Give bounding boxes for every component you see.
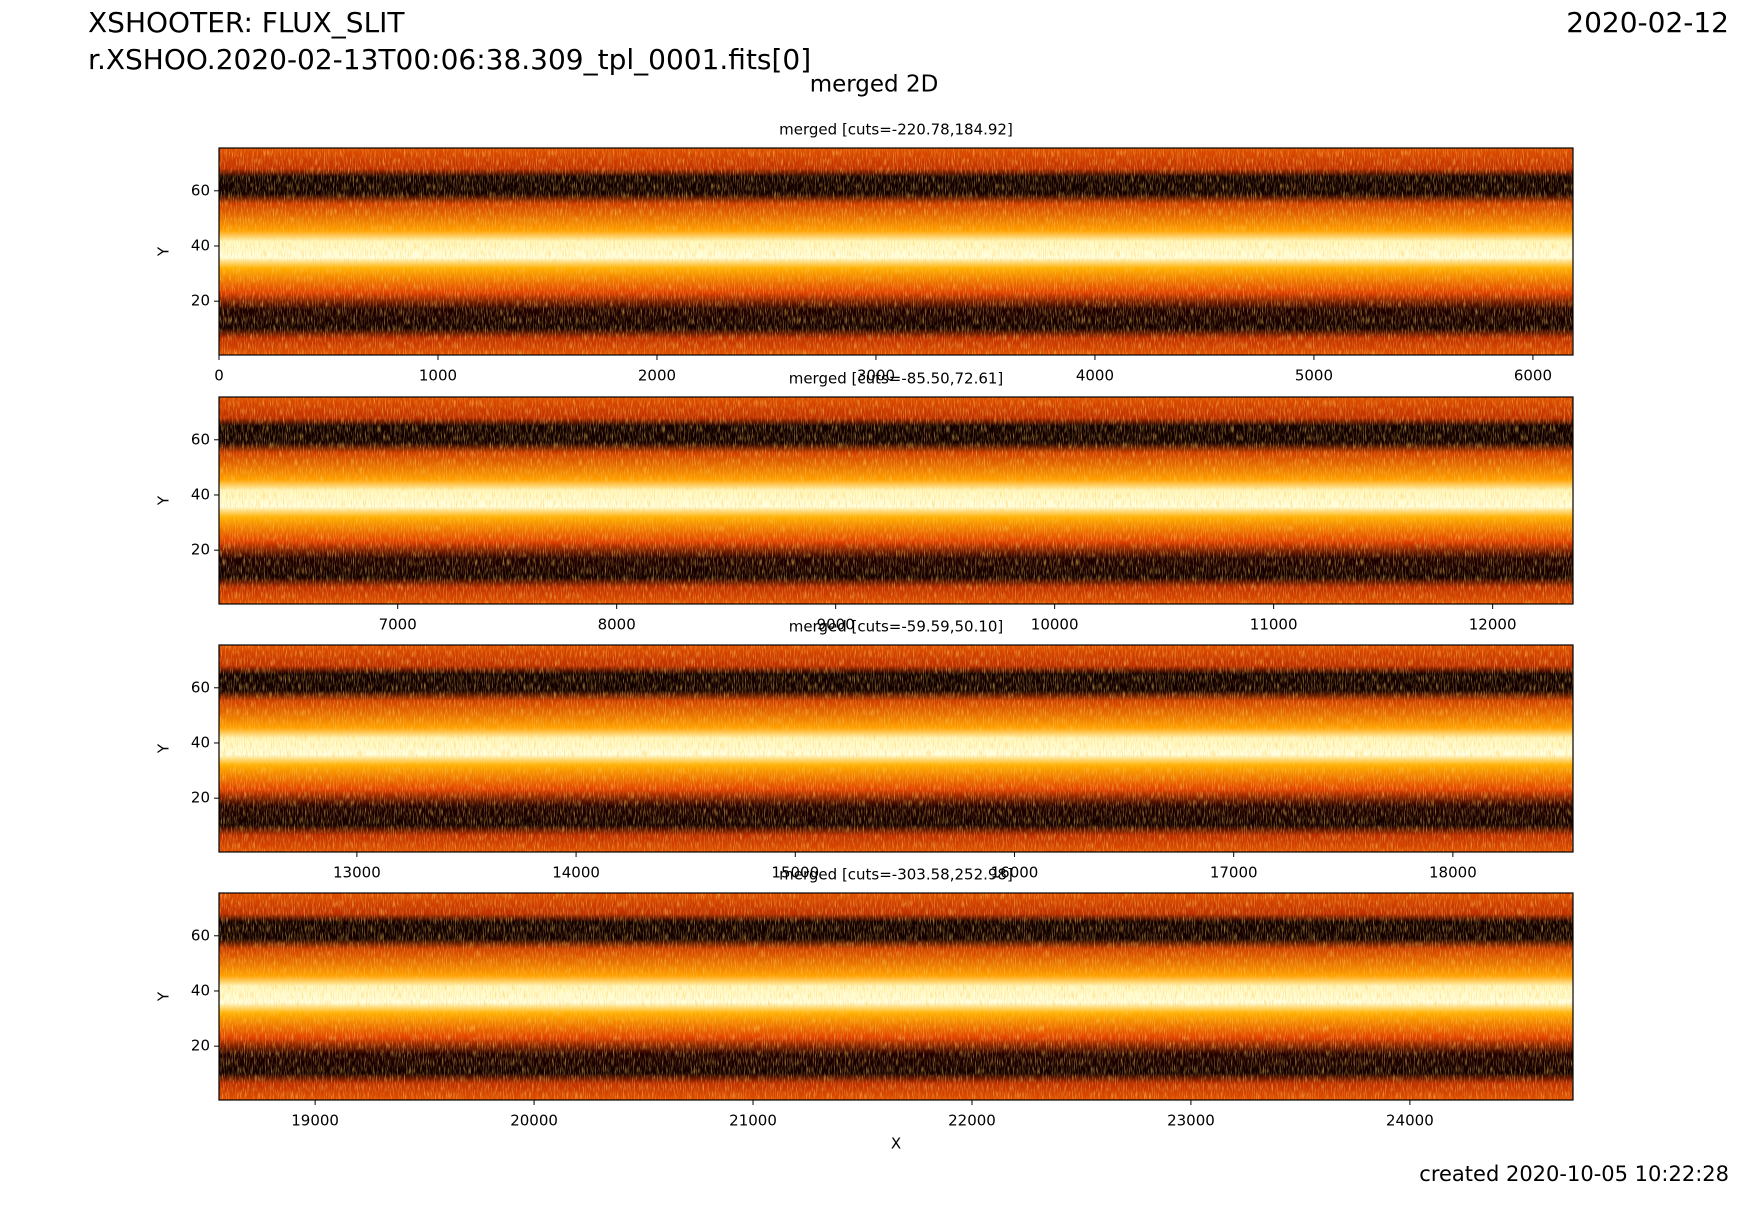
- y-axis-label: Y: [155, 743, 173, 754]
- image-noise: [219, 645, 1573, 852]
- x-tick-label: 15000: [771, 864, 819, 882]
- x-tick-label: 19000: [291, 1112, 339, 1130]
- panel: merged [cuts=-220.78,184.92] 0 1000 2000 300…: [155, 121, 1574, 385]
- y-tick-label: 40: [191, 981, 210, 999]
- x-tick-label: 16000: [991, 864, 1039, 882]
- y-tick-label: 20: [191, 789, 210, 807]
- x-tick-label: 23000: [1167, 1112, 1215, 1130]
- x-tick-label: 2000: [638, 367, 676, 385]
- x-tick-label: 7000: [379, 616, 417, 634]
- x-tick-label: 17000: [1210, 864, 1258, 882]
- header-date: 2020-02-12: [1566, 6, 1729, 39]
- x-tick-label: 13000: [333, 864, 381, 882]
- y-tick-label: 20: [191, 541, 210, 559]
- panel-title: merged [cuts=-303.58,252.98]: [779, 866, 1013, 884]
- y-tick-label: 60: [191, 678, 210, 696]
- panel-title: merged [cuts=-59.59,50.10]: [789, 618, 1004, 636]
- x-tick-label: 18000: [1429, 864, 1477, 882]
- y-axis-label: Y: [155, 991, 173, 1002]
- x-tick-label: 12000: [1469, 616, 1517, 634]
- frame: [218, 396, 1574, 605]
- x-tick-label: 5000: [1295, 367, 1333, 385]
- x-tick-label: 14000: [552, 864, 600, 882]
- x-tick-label: 3000: [857, 367, 895, 385]
- y-tick-label: 20: [191, 1037, 210, 1055]
- x-tick-label: 20000: [510, 1112, 558, 1130]
- y-axis-label: Y: [155, 495, 173, 506]
- panels: merged [cuts=-220.78,184.92] 0 1000 2000 300…: [155, 121, 1574, 1153]
- x-tick-label: 1000: [419, 367, 457, 385]
- x-tick-label: 22000: [948, 1112, 996, 1130]
- image-noise: [219, 397, 1573, 604]
- frame: [218, 147, 1574, 356]
- x-tick-label: 4000: [1076, 367, 1114, 385]
- image-noise: [219, 148, 1573, 355]
- y-tick-label: 40: [191, 733, 210, 751]
- image-noise: [219, 893, 1573, 1100]
- y-axis-label: Y: [155, 246, 173, 257]
- frame: [218, 644, 1574, 853]
- x-tick-label: 6000: [1514, 367, 1552, 385]
- x-tick-label: 24000: [1386, 1112, 1434, 1130]
- header-file: r.XSHOO.2020-02-13T00:06:38.309_tpl_0001…: [88, 43, 811, 76]
- header-title: XSHOOTER: FLUX_SLIT: [88, 6, 405, 39]
- panel: merged [cuts=-59.59,50.10] 13000 14000 1500…: [155, 618, 1574, 882]
- y-tick-label: 60: [191, 181, 210, 199]
- x-tick-label: 8000: [598, 616, 636, 634]
- x-tick-label: 9000: [817, 616, 855, 634]
- y-tick-label: 40: [191, 236, 210, 254]
- panel: merged [cuts=-85.50,72.61] 7000 8000 9000 10…: [155, 370, 1574, 634]
- panel-title: merged [cuts=-85.50,72.61]: [789, 370, 1004, 388]
- x-tick-label: 11000: [1250, 616, 1298, 634]
- y-tick-label: 40: [191, 485, 210, 503]
- footer: created 2020-10-05 10:22:28: [1419, 1162, 1729, 1186]
- x-tick-label: 10000: [1031, 616, 1079, 634]
- panel: merged [cuts=-303.58,252.98] 19000 20000 21…: [155, 866, 1574, 1153]
- x-tick-label: 21000: [729, 1112, 777, 1130]
- x-tick-label: 0: [214, 367, 224, 385]
- y-tick-label: 60: [191, 430, 210, 448]
- frame: [218, 892, 1574, 1101]
- y-tick-label: 20: [191, 292, 210, 310]
- x-axis-label: X: [891, 1135, 901, 1153]
- panel-title: merged [cuts=-220.78,184.92]: [779, 121, 1013, 139]
- header-subtitle: merged 2D: [810, 72, 939, 98]
- y-tick-label: 60: [191, 926, 210, 944]
